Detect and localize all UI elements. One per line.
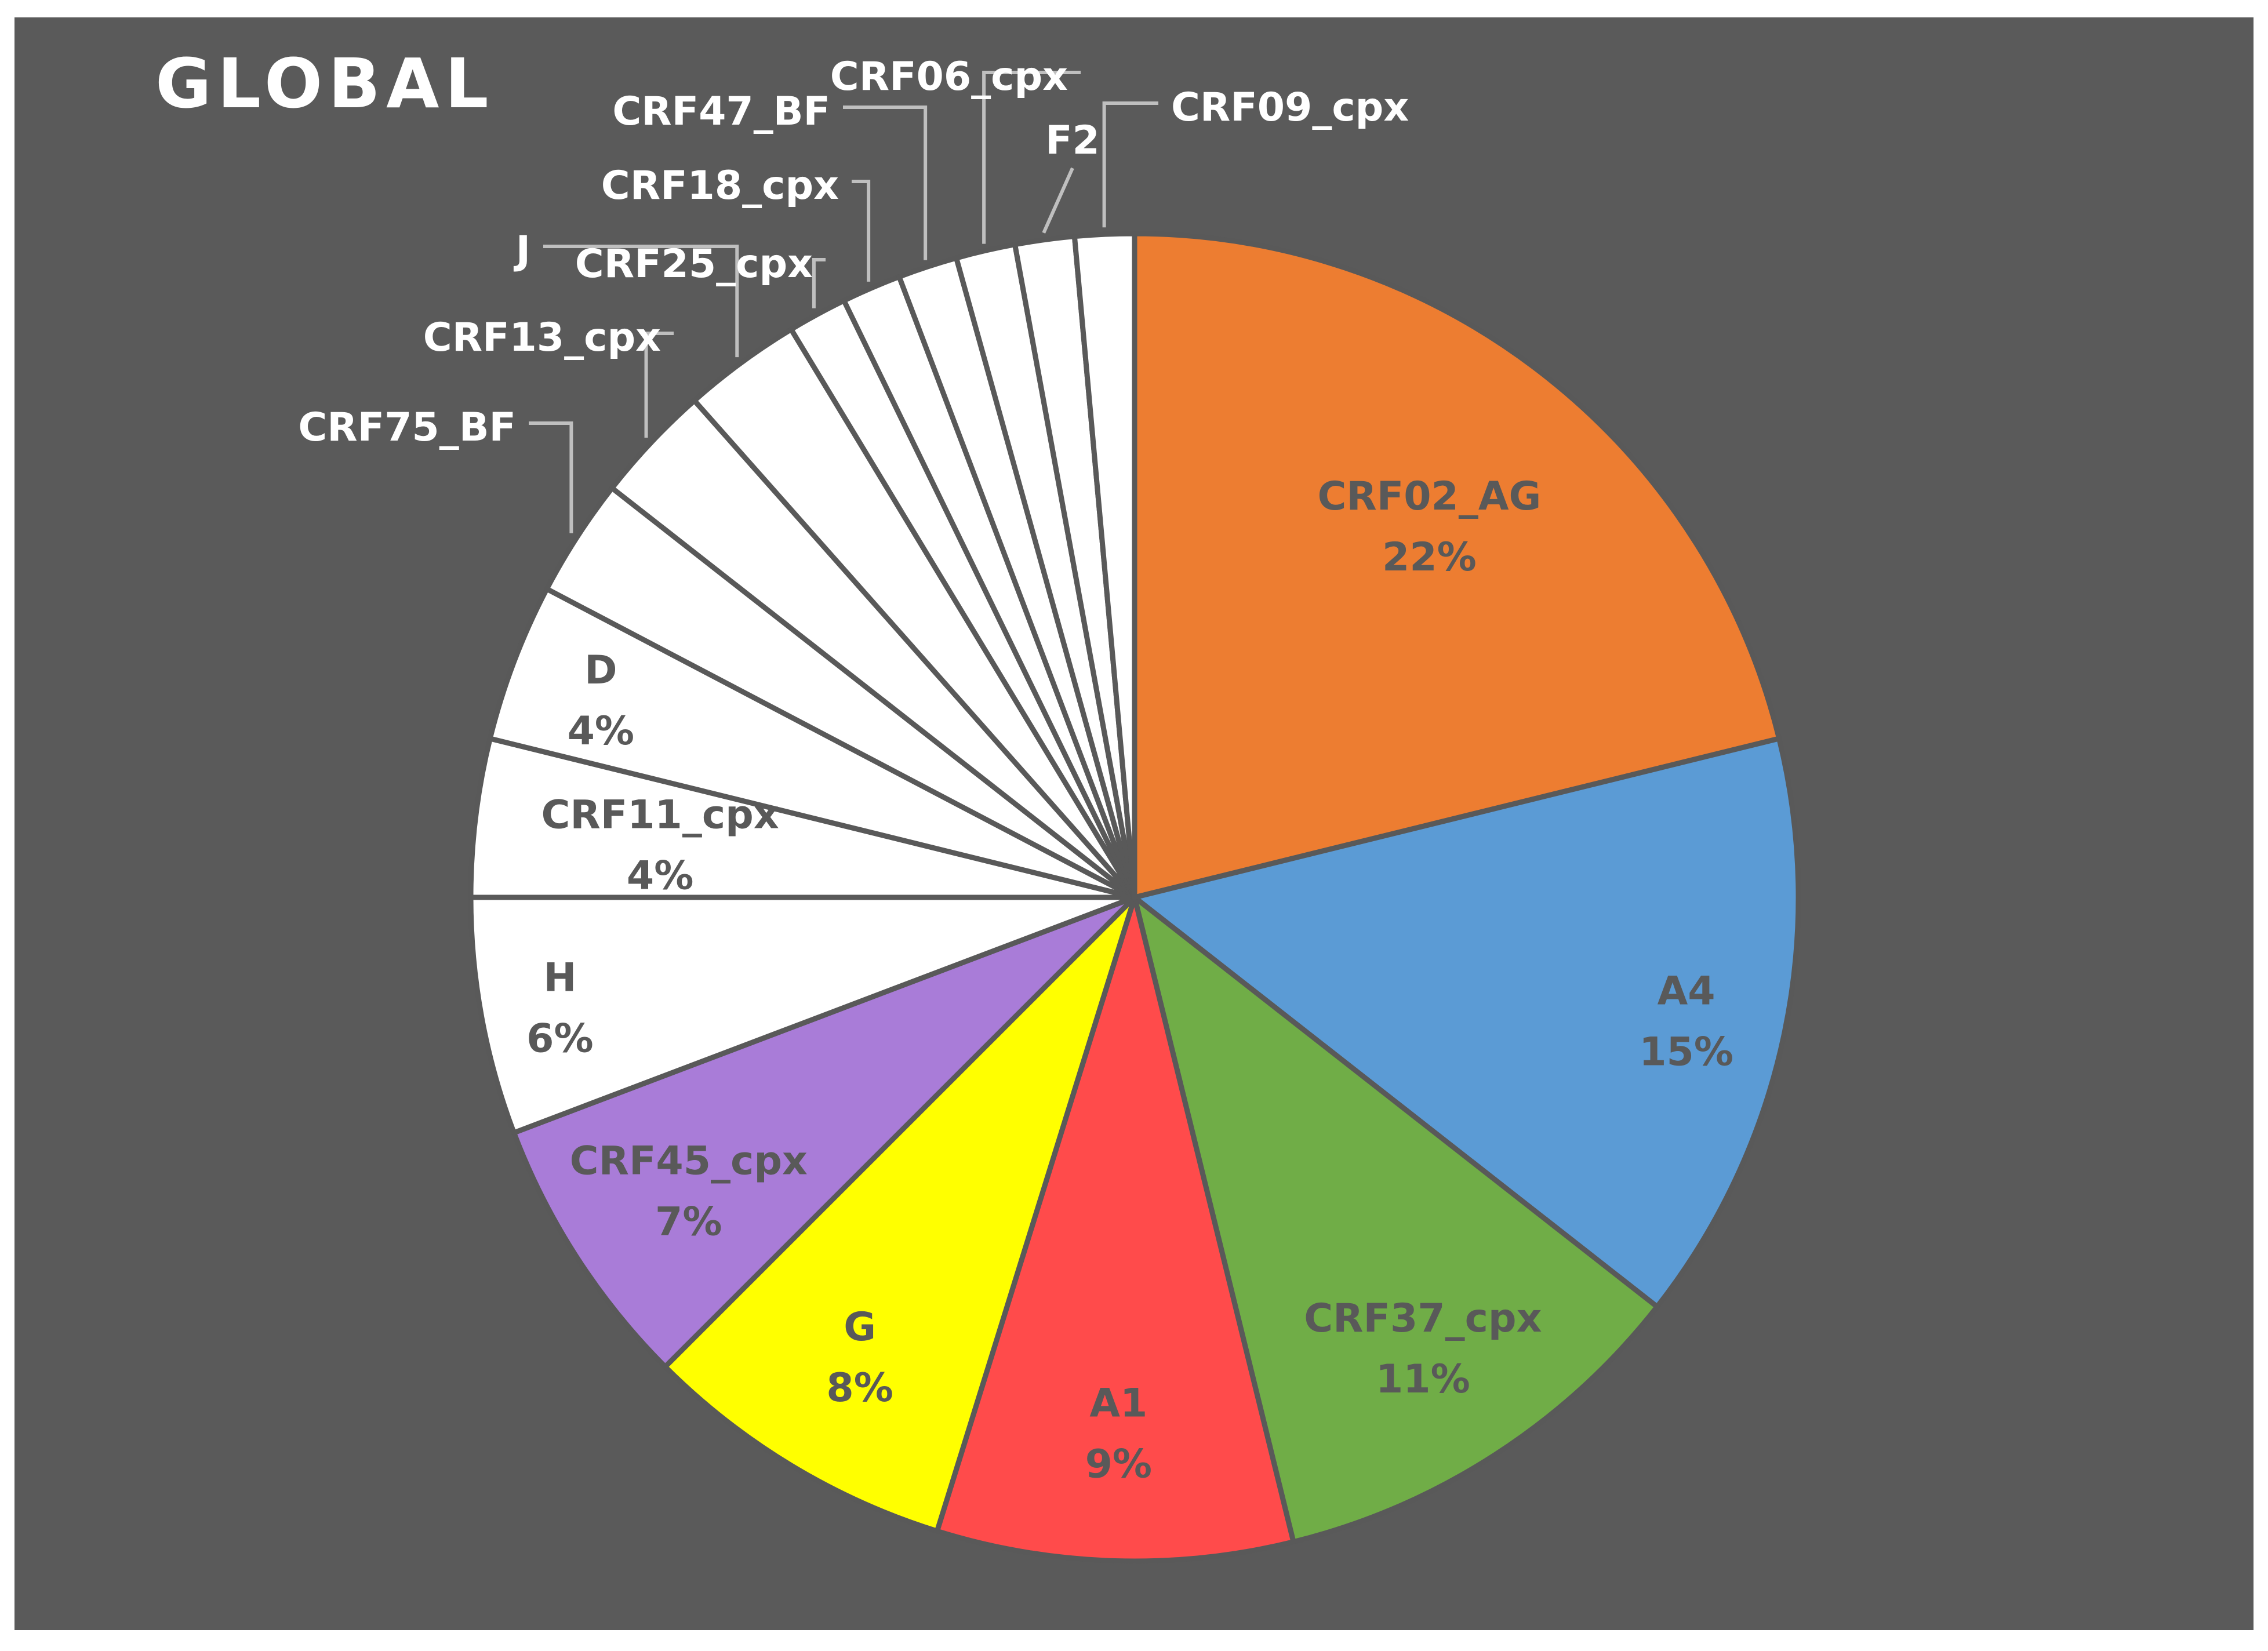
slice-name-crf37-cpx: CRF37_cpx: [1304, 1296, 1542, 1341]
slice-percent-d: 4%: [568, 708, 634, 754]
slice-percent-a1: 9%: [1085, 1442, 1152, 1488]
slice-name-a1: A1: [1089, 1381, 1147, 1427]
pie-slice-g: [662, 894, 1137, 1534]
pie-slice-crf09-cpx: [1071, 231, 1137, 900]
slice-percent-h: 6%: [526, 1016, 593, 1062]
slice-label-crf09-cpx: CRF09_cpx: [1171, 85, 1409, 130]
leader-line-j: [543, 245, 739, 358]
slice-label-crf25-cpx: CRF25_cpx: [575, 241, 813, 287]
slice-percent-crf02-ag: 22%: [1382, 534, 1477, 580]
slice-name-crf02-ag: CRF02_AG: [1318, 474, 1542, 519]
leader-line-crf25-cpx: [812, 258, 826, 308]
leader-line-f2: [1042, 167, 1074, 234]
slice-percent-g: 8%: [826, 1365, 893, 1411]
slice-label-crf18-cpx: CRF18_cpx: [601, 163, 839, 209]
slice-name-h: H: [543, 955, 576, 1001]
slice-name-g: G: [844, 1304, 876, 1350]
chart-title: GLOBAL: [155, 43, 495, 123]
slice-percent-crf11-cpx: 4%: [627, 853, 693, 899]
slice-label-f2: F2: [1045, 118, 1100, 163]
pie-slice-a4: [1132, 736, 1801, 1310]
pie-slice-h: [468, 894, 1137, 1136]
pie-slice-crf37-cpx: [1132, 894, 1660, 1545]
slice-name-crf45-cpx: CRF45_cpx: [570, 1138, 808, 1184]
slice-label-j: J: [514, 228, 530, 274]
slice-percent-crf45-cpx: 7%: [655, 1199, 722, 1245]
leader-line-crf13-cpx: [644, 332, 674, 438]
pie-slice-crf02-ag: [1132, 231, 1782, 900]
pie-slice-crf45-cpx: [511, 894, 1137, 1370]
leader-line-crf75-bf: [529, 421, 573, 533]
slice-label-crf13-cpx: CRF13_cpx: [423, 315, 661, 361]
slice-name-a4: A4: [1658, 968, 1715, 1014]
slice-percent-crf37-cpx: 11%: [1376, 1357, 1470, 1402]
leader-line-crf06-cpx: [982, 71, 1081, 244]
slice-label-crf75-bf: CRF75_BF: [298, 405, 516, 450]
leader-line-crf47-bf: [843, 106, 928, 260]
slice-name-d: D: [584, 648, 617, 693]
pie-slice-d: [487, 586, 1137, 900]
leader-line-crf09-cpx: [1102, 101, 1158, 228]
leader-line-crf18-cpx: [852, 180, 871, 282]
slice-percent-a4: 15%: [1639, 1029, 1733, 1075]
slice-name-crf11-cpx: CRF11_cpx: [541, 792, 779, 838]
slice-label-crf06-cpx: CRF06_cpx: [830, 54, 1068, 100]
slice-label-crf47-bf: CRF47_BF: [612, 89, 830, 134]
pie-slice-a1: [934, 894, 1296, 1564]
